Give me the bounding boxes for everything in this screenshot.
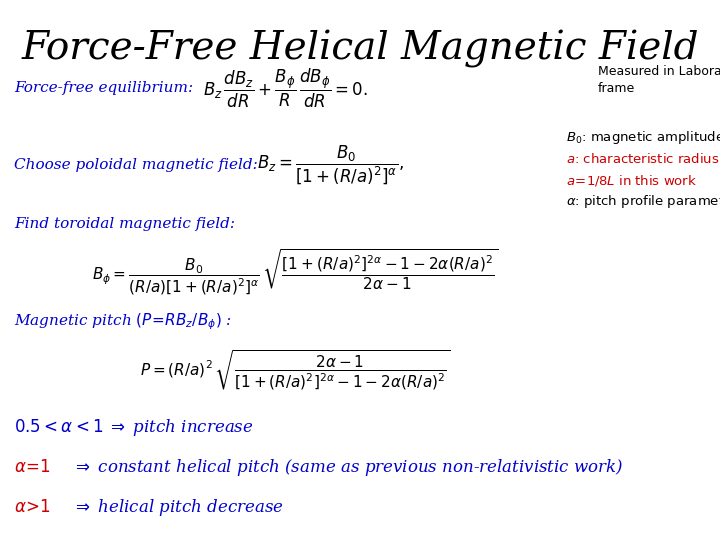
Text: Force-free equilibrium:: Force-free equilibrium:: [14, 81, 193, 95]
Text: $B_z = \dfrac{B_0}{[1+(R/a)^2]^\alpha},$: $B_z = \dfrac{B_0}{[1+(R/a)^2]^\alpha},$: [256, 144, 403, 186]
Text: $\Rightarrow$ helical pitch decrease: $\Rightarrow$ helical pitch decrease: [72, 496, 284, 517]
Text: $\alpha$: pitch profile parameter: $\alpha$: pitch profile parameter: [566, 192, 720, 210]
Text: Find toroidal magnetic field:: Find toroidal magnetic field:: [14, 217, 235, 231]
Text: $a$: characteristic radius: $a$: characteristic radius: [566, 152, 719, 166]
Text: Magnetic pitch $(P\!=\!RB_z/B_\phi)$ :: Magnetic pitch $(P\!=\!RB_z/B_\phi)$ :: [14, 312, 232, 332]
Text: $B_0$: magnetic amplitude: $B_0$: magnetic amplitude: [566, 130, 720, 146]
Text: $P = (R/a)^2\,\sqrt{\dfrac{2\alpha - 1}{[1+(R/a)^2]^{2\alpha} - 1 - 2\alpha(R/a): $P = (R/a)^2\,\sqrt{\dfrac{2\alpha - 1}{…: [140, 348, 450, 392]
Text: Force-Free Helical Magnetic Field: Force-Free Helical Magnetic Field: [22, 30, 698, 68]
Text: $B_\phi = \dfrac{B_0}{(R/a)[1+(R/a)^2]^\alpha}\,\sqrt{\dfrac{[1+(R/a)^2]^{2\alph: $B_\phi = \dfrac{B_0}{(R/a)[1+(R/a)^2]^\…: [92, 247, 498, 297]
Text: $\Rightarrow$ constant helical pitch (same as previous non-relativistic work): $\Rightarrow$ constant helical pitch (sa…: [72, 457, 624, 478]
Text: Choose poloidal magnetic field:: Choose poloidal magnetic field:: [14, 158, 258, 172]
Text: $a\!=\!1/8L$ in this work: $a\!=\!1/8L$ in this work: [566, 172, 697, 187]
Text: $B_z\,\dfrac{dB_z}{dR} + \dfrac{B_\phi}{R}\,\dfrac{dB_\phi}{dR} = 0.$: $B_z\,\dfrac{dB_z}{dR} + \dfrac{B_\phi}{…: [202, 66, 367, 110]
Text: Measured in Laboratory
frame: Measured in Laboratory frame: [598, 64, 720, 96]
Text: $\alpha\!=\!1$: $\alpha\!=\!1$: [14, 460, 51, 476]
Text: $\alpha\!>\!1$: $\alpha\!>\!1$: [14, 498, 51, 516]
Text: $0.5 < \alpha < 1 \;\Rightarrow$ pitch increase: $0.5 < \alpha < 1 \;\Rightarrow$ pitch i…: [14, 417, 253, 438]
